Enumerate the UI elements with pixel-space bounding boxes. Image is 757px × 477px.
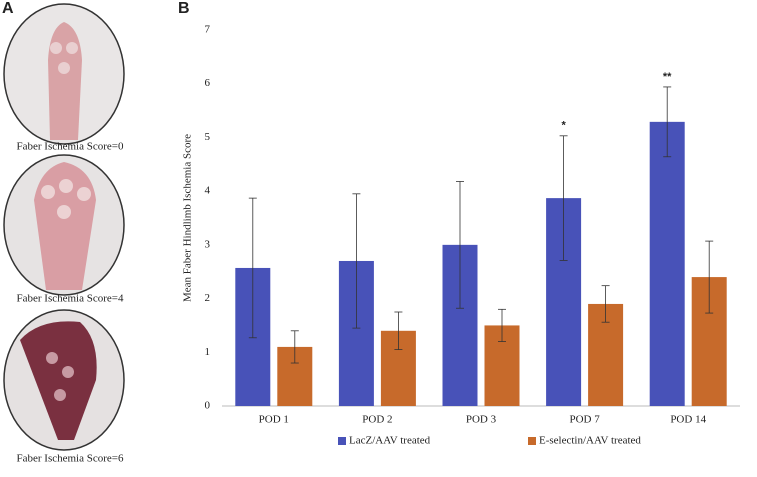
error-bar bbox=[290, 330, 299, 364]
photo bbox=[3, 309, 125, 451]
photo bbox=[3, 154, 125, 296]
photo-caption: Faber Ischemia Score=6 bbox=[17, 453, 124, 465]
y-tick-label: 3 bbox=[205, 238, 211, 250]
error-bar bbox=[559, 135, 568, 261]
y-tick-label: 0 bbox=[205, 400, 211, 412]
y-tick-label: 6 bbox=[205, 77, 211, 89]
x-tick-label: POD 14 bbox=[670, 414, 706, 426]
legend-label: E-selectin/AAV treated bbox=[539, 435, 641, 447]
panel-label: A bbox=[2, 0, 14, 17]
legend-swatch bbox=[528, 437, 536, 445]
y-tick-label: 4 bbox=[205, 185, 211, 197]
y-tick-label: 1 bbox=[205, 346, 211, 358]
error-bar bbox=[456, 181, 464, 309]
y-tick-label: 5 bbox=[205, 131, 211, 143]
annotation: ** bbox=[663, 71, 672, 83]
photo-caption: Faber Ischemia Score=0 bbox=[17, 141, 124, 153]
photo bbox=[3, 3, 125, 145]
error-bar bbox=[248, 197, 257, 339]
legend-swatch bbox=[338, 437, 346, 445]
x-tick-label: POD 7 bbox=[569, 414, 600, 426]
annotation: * bbox=[561, 120, 566, 132]
error-bar bbox=[394, 311, 403, 351]
y-tick-label: 2 bbox=[205, 292, 211, 304]
photo-caption: Faber Ischemia Score=4 bbox=[17, 293, 124, 305]
error-bar bbox=[352, 193, 361, 329]
error-bar bbox=[705, 240, 714, 314]
x-tick-label: POD 2 bbox=[362, 414, 392, 426]
error-bar bbox=[601, 285, 610, 323]
error-bar bbox=[663, 86, 672, 158]
bar bbox=[649, 121, 685, 406]
y-tick-label: 7 bbox=[205, 24, 211, 36]
x-tick-label: POD 3 bbox=[466, 414, 497, 426]
error-bar bbox=[498, 308, 506, 342]
legend-label: LacZ/AAV treated bbox=[349, 435, 431, 447]
y-axis-label: Mean Faber Hindlimb Ischemia Score bbox=[182, 134, 194, 302]
x-tick-label: POD 1 bbox=[259, 414, 289, 426]
panel-label: B bbox=[178, 0, 190, 17]
